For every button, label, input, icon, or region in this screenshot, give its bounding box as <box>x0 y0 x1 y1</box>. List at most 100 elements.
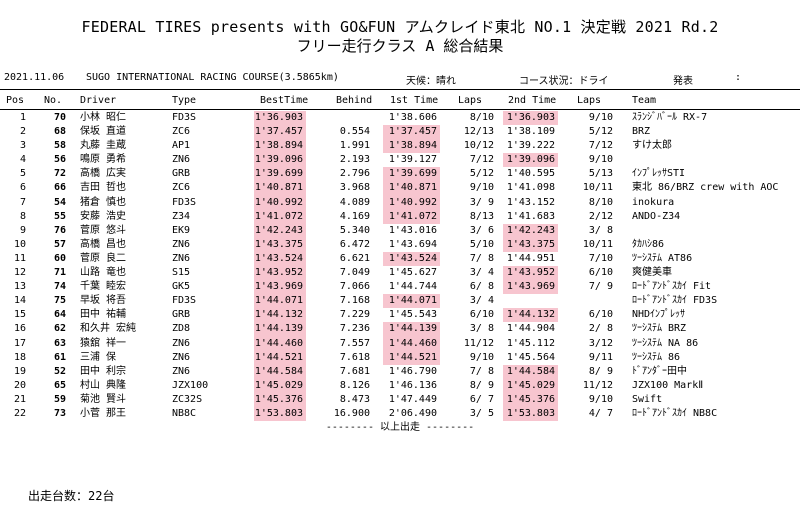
header-driver: Driver <box>80 95 117 106</box>
cell-car-number: 70 <box>53 112 66 123</box>
cell-driver: 猿舘 祥一 <box>80 337 127 349</box>
cell-first-time: 1'38.606 <box>383 111 440 125</box>
cell-second-time-value: 1'39.096 <box>506 154 555 166</box>
cell-driver: 猪倉 慎也 <box>80 196 127 208</box>
cell-driver: 千葉 睦宏 <box>80 281 127 293</box>
cell-team: ｲﾝﾌﾟﾚｯｻSTI <box>632 168 686 180</box>
cell-best-time-value: 1'39.699 <box>254 168 303 180</box>
cell-driver: 高橋 昌也 <box>80 238 127 250</box>
cell-laps2: 11/12 <box>582 379 613 391</box>
cell-best-time: 1'43.524 <box>254 251 306 267</box>
cell-first-time-value: 2'06.490 <box>388 407 437 419</box>
cell-laps1: 5/12 <box>469 168 494 180</box>
cell-best-time-value: 1'43.952 <box>254 267 303 279</box>
cell-best-time-value: 1'40.992 <box>254 196 303 208</box>
cell-second-time: 1'45.564 <box>503 351 558 365</box>
cell-car-number: 68 <box>53 126 66 138</box>
cell-laps1: 9/10 <box>469 351 494 363</box>
cell-laps2: 10/11 <box>582 182 613 194</box>
cell-pos: 13 <box>13 281 26 293</box>
cell-car-type: FD3S <box>172 112 197 123</box>
cell-behind: 7.618 <box>339 351 370 363</box>
cell-best-time: 1'40.871 <box>254 181 306 196</box>
cell-second-time-value: 1'36.903 <box>506 112 555 123</box>
cell-first-time: 1'44.521 <box>383 350 440 365</box>
cell-team: ﾂｰｼｽﾃﾑ AT86 <box>632 252 693 264</box>
cell-first-time-value: 1'46.136 <box>388 379 437 391</box>
header-first-time: 1st Time <box>390 95 439 106</box>
cell-first-time-value: 1'44.744 <box>388 281 437 293</box>
cell-best-time: 1'44.460 <box>254 336 306 351</box>
cell-second-time: 1'39.096 <box>503 153 558 168</box>
cell-best-time-value: 1'43.969 <box>254 281 303 293</box>
cell-first-time-value: 1'43.524 <box>388 252 437 264</box>
cell-team: NHDｲﾝﾌﾟﾚｯｻ <box>632 309 686 321</box>
table-row: 8 55 安藤 浩史 Z34 1'41.072 4.169 1'41.072 8/13 1'41… <box>0 209 800 224</box>
cell-second-time-value: 1'43.952 <box>506 267 555 279</box>
cell-first-time: 1'46.790 <box>383 365 440 379</box>
cell-second-time: 1'38.109 <box>503 125 558 139</box>
cell-laps1: 6/10 <box>469 309 494 321</box>
table-row: 2 68 保坂 直道 ZC6 1'37.457 0.554 1'37.457 12/13 1'3… <box>0 125 800 140</box>
cell-second-time-value: 1'43.152 <box>506 196 555 208</box>
cell-car-type: EK9 <box>172 224 191 236</box>
cell-behind: 4.089 <box>339 196 370 208</box>
table-row: 15 64 田中 祐輔 GRB 1'44.132 7.229 1'45.543 6/10 1'4… <box>0 308 800 323</box>
cell-best-time: 1'36.903 <box>254 111 306 126</box>
cell-behind: 7.229 <box>339 309 370 321</box>
cell-laps1: 11/12 <box>463 337 494 349</box>
header-divider <box>0 109 800 110</box>
cell-team: すけ太郎 <box>632 140 672 152</box>
cell-pos: 18 <box>13 351 26 363</box>
cell-second-time-value: 1'42.243 <box>506 224 555 236</box>
cell-first-time-value: 1'39.127 <box>388 154 437 166</box>
cell-best-time-value: 1'37.457 <box>254 126 303 138</box>
cell-driver: 菅原 良二 <box>80 252 127 264</box>
cell-car-number: 52 <box>53 365 66 377</box>
cell-car-type: Z34 <box>172 210 191 222</box>
cell-first-time: 1'37.457 <box>383 125 440 140</box>
cell-laps1: 6/ 7 <box>469 393 494 405</box>
cell-pos: 5 <box>19 168 26 180</box>
cell-best-time: 1'44.584 <box>254 364 306 379</box>
cell-car-number: 59 <box>53 393 66 405</box>
cell-car-type: S15 <box>172 267 191 279</box>
cell-pos: 4 <box>19 154 26 166</box>
header-laps2: Laps <box>577 95 602 106</box>
cell-best-time: 1'44.071 <box>254 294 306 309</box>
cell-second-time-value: 1'45.564 <box>506 351 555 363</box>
cell-best-time: 1'39.699 <box>254 167 306 182</box>
event-date: 2021.11.06 <box>4 72 65 83</box>
cell-first-time-value: 1'44.071 <box>388 295 437 307</box>
cell-driver: 田中 利宗 <box>80 365 127 377</box>
cell-second-time-value: 1'44.584 <box>506 365 555 377</box>
cell-best-time-value: 1'38.894 <box>254 140 303 152</box>
table-row: 19 52 田中 利宗 ZN6 1'44.584 7.681 1'46.790 7/ 8 1'4… <box>0 364 800 379</box>
cell-second-time-value: 1'44.132 <box>506 309 555 321</box>
event-info-bar: 2021.11.06 SUGO INTERNATIONAL RACING COU… <box>0 72 800 87</box>
cell-laps2: 4/ 7 <box>588 407 613 419</box>
cell-laps1: 7/ 8 <box>469 365 494 377</box>
cell-laps2: 8/ 9 <box>588 365 613 377</box>
cell-driver: 鳴原 勇希 <box>80 154 127 166</box>
table-row: 13 74 千葉 睦宏 GK5 1'43.969 7.066 1'44.744 6/ 8 1'4… <box>0 280 800 295</box>
cell-behind: 6.621 <box>339 252 370 264</box>
cell-behind: 8.473 <box>339 393 370 405</box>
cell-car-number: 63 <box>53 337 66 349</box>
cell-best-time: 1'43.969 <box>254 280 306 295</box>
cell-car-type: GRB <box>172 309 191 321</box>
cell-second-time: 1'43.375 <box>503 237 558 252</box>
cell-second-time: 1'45.376 <box>503 392 558 407</box>
cell-laps1: 8/13 <box>469 210 494 222</box>
cell-laps1: 6/ 8 <box>469 281 494 293</box>
cell-car-number: 56 <box>53 154 66 166</box>
header-no: No. <box>44 95 63 106</box>
cell-best-time-value: 1'45.029 <box>254 379 303 391</box>
table-row: 12 71 山路 竜也 S15 1'43.952 7.049 1'45.627 3/ 4 1'4… <box>0 266 800 281</box>
cell-laps2: 9/11 <box>588 351 613 363</box>
event-course: SUGO INTERNATIONAL RACING COURSE(3.5865k… <box>86 72 339 83</box>
cell-best-time: 1'53.803 <box>254 406 306 422</box>
cell-team: ﾛｰﾄﾞｱﾝﾄﾞｽｶｲ NB8C <box>632 407 718 419</box>
cell-best-time-value: 1'43.524 <box>254 252 303 264</box>
cell-laps2: 6/10 <box>588 309 613 321</box>
